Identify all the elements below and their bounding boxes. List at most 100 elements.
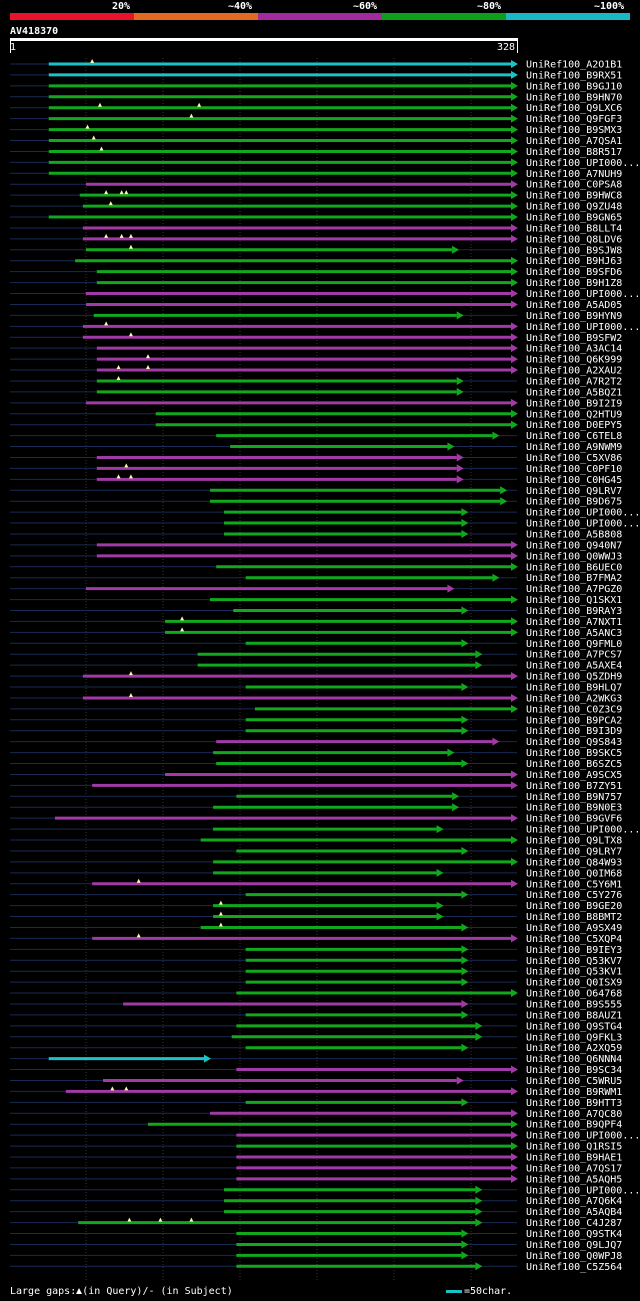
hit-label[interactable]: UniRef100_B9IEY3 xyxy=(526,945,622,956)
hit-label[interactable]: UniRef100_B9HAE1 xyxy=(526,1153,622,1164)
hit-label[interactable]: UniRef100_B9GN65 xyxy=(526,213,622,224)
hit-label[interactable]: UniRef100_Q940N7 xyxy=(526,540,622,551)
hit-label[interactable]: UniRef100_B9QPF4 xyxy=(526,1120,622,1131)
hit-label[interactable]: UniRef100_C0Z3C9 xyxy=(526,704,622,715)
hit-label[interactable]: UniRef100_C5XQP4 xyxy=(526,934,622,945)
hit-label[interactable]: UniRef100_Q2HTU9 xyxy=(526,409,622,420)
hit-label[interactable]: UniRef100_C5Y276 xyxy=(526,890,622,901)
hit-label[interactable]: UniRef100_UPI000... xyxy=(526,158,640,169)
hit-label[interactable]: UniRef100_Q9FML0 xyxy=(526,639,622,650)
hit-label[interactable]: UniRef100_A7QSA1 xyxy=(526,136,622,147)
hit-label[interactable]: UniRef100_A2XAU2 xyxy=(526,366,622,377)
hit-label[interactable]: UniRef100_C0HG45 xyxy=(526,475,622,486)
hit-label[interactable]: UniRef100_C5Z564 xyxy=(526,1262,622,1273)
hit-label[interactable]: UniRef100_A5ANC3 xyxy=(526,628,622,639)
hit-label[interactable]: UniRef100_UPI000... xyxy=(526,289,640,300)
hit-label[interactable]: UniRef100_A5AXE4 xyxy=(526,661,622,672)
hit-label[interactable]: UniRef100_Q0WWJ3 xyxy=(526,551,622,562)
hit-label[interactable]: UniRef100_A5BQZ1 xyxy=(526,387,622,398)
hit-label[interactable]: UniRef100_Q6K999 xyxy=(526,355,622,366)
hit-label[interactable]: UniRef100_B9HYN9 xyxy=(526,311,622,322)
hit-label[interactable]: UniRef100_B9GVF6 xyxy=(526,814,622,825)
hit-label[interactable]: UniRef100_A7R2T2 xyxy=(526,376,622,387)
hit-label[interactable]: UniRef100_B9HN70 xyxy=(526,92,622,103)
hit-label[interactable]: UniRef100_B9GJ10 xyxy=(526,81,622,92)
hit-label[interactable]: UniRef100_Q5ZDH9 xyxy=(526,672,622,683)
hit-label[interactable]: UniRef100_O64768 xyxy=(526,989,622,1000)
hit-label[interactable]: UniRef100_A5AQH5 xyxy=(526,1174,622,1185)
hit-label[interactable]: UniRef100_C4J287 xyxy=(526,1218,622,1229)
hit-label[interactable]: UniRef100_B7FMA2 xyxy=(526,573,622,584)
hit-label[interactable]: UniRef100_Q53KV1 xyxy=(526,967,622,978)
hit-label[interactable]: UniRef100_C5Y6M1 xyxy=(526,879,622,890)
hit-label[interactable]: UniRef100_Q9LXC6 xyxy=(526,103,622,114)
hit-label[interactable]: UniRef100_B9I2I9 xyxy=(526,398,622,409)
hit-label[interactable]: UniRef100_C0PF10 xyxy=(526,464,622,475)
hit-label[interactable]: UniRef100_A5AD05 xyxy=(526,300,622,311)
hit-label[interactable]: UniRef100_UPI000... xyxy=(526,519,640,530)
hit-label[interactable]: UniRef100_B9PCA2 xyxy=(526,715,622,726)
hit-label[interactable]: UniRef100_B9GE20 xyxy=(526,901,622,912)
hit-label[interactable]: UniRef100_C6TEL8 xyxy=(526,431,622,442)
hit-label[interactable]: UniRef100_B9HTT3 xyxy=(526,1098,622,1109)
hit-label[interactable]: UniRef100_A7NUH9 xyxy=(526,169,622,180)
hit-label[interactable]: UniRef100_B9H1Z8 xyxy=(526,278,622,289)
hit-label[interactable]: UniRef100_B8BMT2 xyxy=(526,912,622,923)
hit-label[interactable]: UniRef100_Q9LRY7 xyxy=(526,846,622,857)
hit-label[interactable]: UniRef100_B9RX51 xyxy=(526,70,622,81)
hit-label[interactable]: UniRef100_B9HLQ7 xyxy=(526,683,622,694)
hit-label[interactable]: UniRef100_B9SFD6 xyxy=(526,267,622,278)
hit-label[interactable]: UniRef100_B9N757 xyxy=(526,792,622,803)
hit-label[interactable]: UniRef100_B6SZC5 xyxy=(526,759,622,770)
hit-label[interactable]: UniRef100_UPI000... xyxy=(526,322,640,333)
hit-label[interactable]: UniRef100_B9HWC8 xyxy=(526,191,622,202)
hit-label[interactable]: UniRef100_Q84W93 xyxy=(526,857,622,868)
hit-label[interactable]: UniRef100_C5WRU5 xyxy=(526,1076,622,1087)
hit-label[interactable]: UniRef100_Q9FKL3 xyxy=(526,1032,622,1043)
hit-label[interactable]: UniRef100_UPI000... xyxy=(526,1131,640,1142)
hit-label[interactable]: UniRef100_Q9FGF3 xyxy=(526,114,622,125)
hit-label[interactable]: UniRef100_Q9LTX8 xyxy=(526,836,622,847)
hit-label[interactable]: UniRef100_C5XV86 xyxy=(526,453,622,464)
hit-label[interactable]: UniRef100_A5AQB4 xyxy=(526,1207,622,1218)
hit-label[interactable]: UniRef100_Q9ZU48 xyxy=(526,202,622,213)
hit-label[interactable]: UniRef100_B9SKC5 xyxy=(526,748,622,759)
hit-label[interactable]: UniRef100_A7PGZ0 xyxy=(526,584,622,595)
hit-label[interactable]: UniRef100_A9SCX5 xyxy=(526,770,622,781)
hit-label[interactable]: UniRef100_D0EPY5 xyxy=(526,420,622,431)
hit-label[interactable]: UniRef100_B9RWM1 xyxy=(526,1087,622,1098)
hit-label[interactable]: UniRef100_A2O1B1 xyxy=(526,60,622,71)
hit-label[interactable]: UniRef100_B9SC34 xyxy=(526,1065,622,1076)
hit-label[interactable]: UniRef100_A7Q6K4 xyxy=(526,1196,622,1207)
hit-label[interactable]: UniRef100_B9D675 xyxy=(526,497,622,508)
hit-label[interactable]: UniRef100_A9NWM9 xyxy=(526,442,622,453)
hit-label[interactable]: UniRef100_A2XQ59 xyxy=(526,1043,622,1054)
hit-label[interactable]: UniRef100_Q9S843 xyxy=(526,737,622,748)
hit-label[interactable]: UniRef100_UPI000... xyxy=(526,1185,640,1196)
hit-label[interactable]: UniRef100_B8AUZ1 xyxy=(526,1010,622,1021)
hit-label[interactable]: UniRef100_A2WKG3 xyxy=(526,693,622,704)
hit-label[interactable]: UniRef100_Q6NNN4 xyxy=(526,1054,622,1065)
hit-label[interactable]: UniRef100_Q8LDV6 xyxy=(526,234,622,245)
hit-label[interactable]: UniRef100_B6UEC0 xyxy=(526,562,622,573)
hit-label[interactable]: UniRef100_B9S555 xyxy=(526,999,622,1010)
hit-label[interactable]: UniRef100_Q9LJQ7 xyxy=(526,1240,622,1251)
hit-label[interactable]: UniRef100_UPI000... xyxy=(526,508,640,519)
hit-label[interactable]: UniRef100_Q0WPJ8 xyxy=(526,1251,622,1262)
hit-label[interactable]: UniRef100_Q9STG4 xyxy=(526,1021,622,1032)
hit-label[interactable]: UniRef100_B9HJ63 xyxy=(526,256,622,267)
hit-label[interactable]: UniRef100_Q1SKX1 xyxy=(526,595,622,606)
hit-label[interactable]: UniRef100_Q0IM68 xyxy=(526,868,622,879)
hit-label[interactable]: UniRef100_Q9LRV7 xyxy=(526,486,622,497)
hit-label[interactable]: UniRef100_A5B808 xyxy=(526,529,622,540)
hit-label[interactable]: UniRef100_B9RAY3 xyxy=(526,606,622,617)
hit-label[interactable]: UniRef100_B9SJW8 xyxy=(526,245,622,256)
hit-label[interactable]: UniRef100_A9SX49 xyxy=(526,923,622,934)
hit-label[interactable]: UniRef100_Q1RSI5 xyxy=(526,1142,622,1153)
hit-label[interactable]: UniRef100_Q0ISX9 xyxy=(526,978,622,989)
hit-label[interactable]: UniRef100_A7QS17 xyxy=(526,1163,622,1174)
hit-label[interactable]: UniRef100_B8LLT4 xyxy=(526,223,622,234)
hit-label[interactable]: UniRef100_Q9STK4 xyxy=(526,1229,622,1240)
hit-label[interactable]: UniRef100_B9N0E3 xyxy=(526,803,622,814)
hit-label[interactable]: UniRef100_A7PCS7 xyxy=(526,650,622,661)
